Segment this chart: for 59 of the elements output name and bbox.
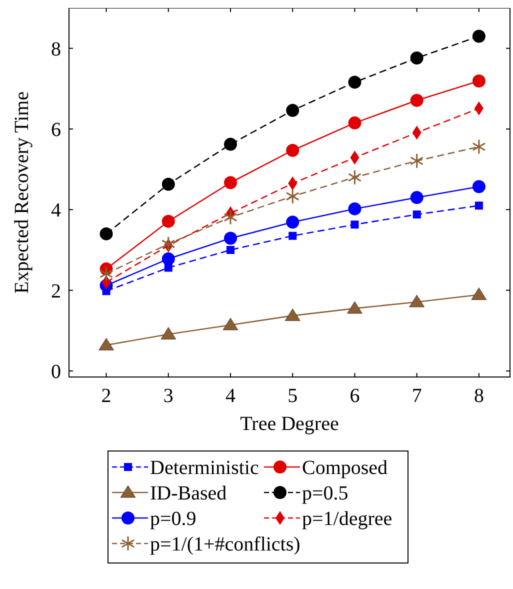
x-tick-label: 7 xyxy=(412,385,422,407)
legend-label: Composed xyxy=(302,457,388,479)
point xyxy=(409,294,424,308)
point xyxy=(348,116,362,130)
point xyxy=(286,188,300,204)
x-tick-label: 6 xyxy=(350,385,360,407)
y-axis-title: Expected Recovery Time xyxy=(11,91,33,294)
point xyxy=(472,180,486,194)
point xyxy=(412,210,421,218)
y-tick-label: 0 xyxy=(51,360,61,383)
point xyxy=(286,216,300,229)
point xyxy=(288,232,297,240)
point xyxy=(286,144,300,157)
point xyxy=(98,338,114,350)
x-tick-label: 5 xyxy=(288,385,298,407)
y-tick-label: 8 xyxy=(51,38,61,60)
x-tick-label: 8 xyxy=(474,385,484,407)
point xyxy=(286,104,300,117)
point xyxy=(410,191,424,204)
point xyxy=(410,94,424,107)
point xyxy=(224,138,237,151)
point xyxy=(160,327,176,340)
point xyxy=(162,178,175,191)
point xyxy=(100,227,113,240)
legend-label: Deterministic xyxy=(150,457,259,479)
point xyxy=(472,74,486,88)
y-tick-label: 2 xyxy=(51,280,61,302)
legend-label: p=0.5 xyxy=(302,482,348,504)
point xyxy=(162,236,176,252)
point xyxy=(474,202,483,210)
x-axis-title: Tree Degree xyxy=(240,413,339,435)
point xyxy=(162,214,175,228)
point xyxy=(224,232,237,245)
point xyxy=(224,210,238,226)
point xyxy=(410,52,424,65)
point xyxy=(222,318,238,330)
legend-label: ID-Based xyxy=(150,482,227,504)
point xyxy=(226,246,234,254)
y-tick-label: 4 xyxy=(51,200,61,222)
point xyxy=(410,153,424,169)
x-tick-label: 2 xyxy=(101,385,112,407)
point xyxy=(350,220,359,229)
point xyxy=(224,176,237,190)
point xyxy=(471,288,487,300)
point xyxy=(162,252,175,266)
point xyxy=(472,138,486,154)
point xyxy=(99,266,114,282)
x-tick-label: 3 xyxy=(163,385,174,407)
point xyxy=(348,76,362,89)
legend-label: p=1/degree xyxy=(302,508,392,530)
point xyxy=(348,202,362,216)
point xyxy=(472,30,486,43)
point xyxy=(284,308,300,321)
y-tick-label: 6 xyxy=(51,118,61,141)
point xyxy=(348,170,362,186)
legend-label: p=0.9 xyxy=(150,508,196,530)
x-tick-label: 4 xyxy=(225,385,236,407)
point xyxy=(347,301,362,314)
legend-label: p=1/(1+#conflicts) xyxy=(150,534,300,556)
